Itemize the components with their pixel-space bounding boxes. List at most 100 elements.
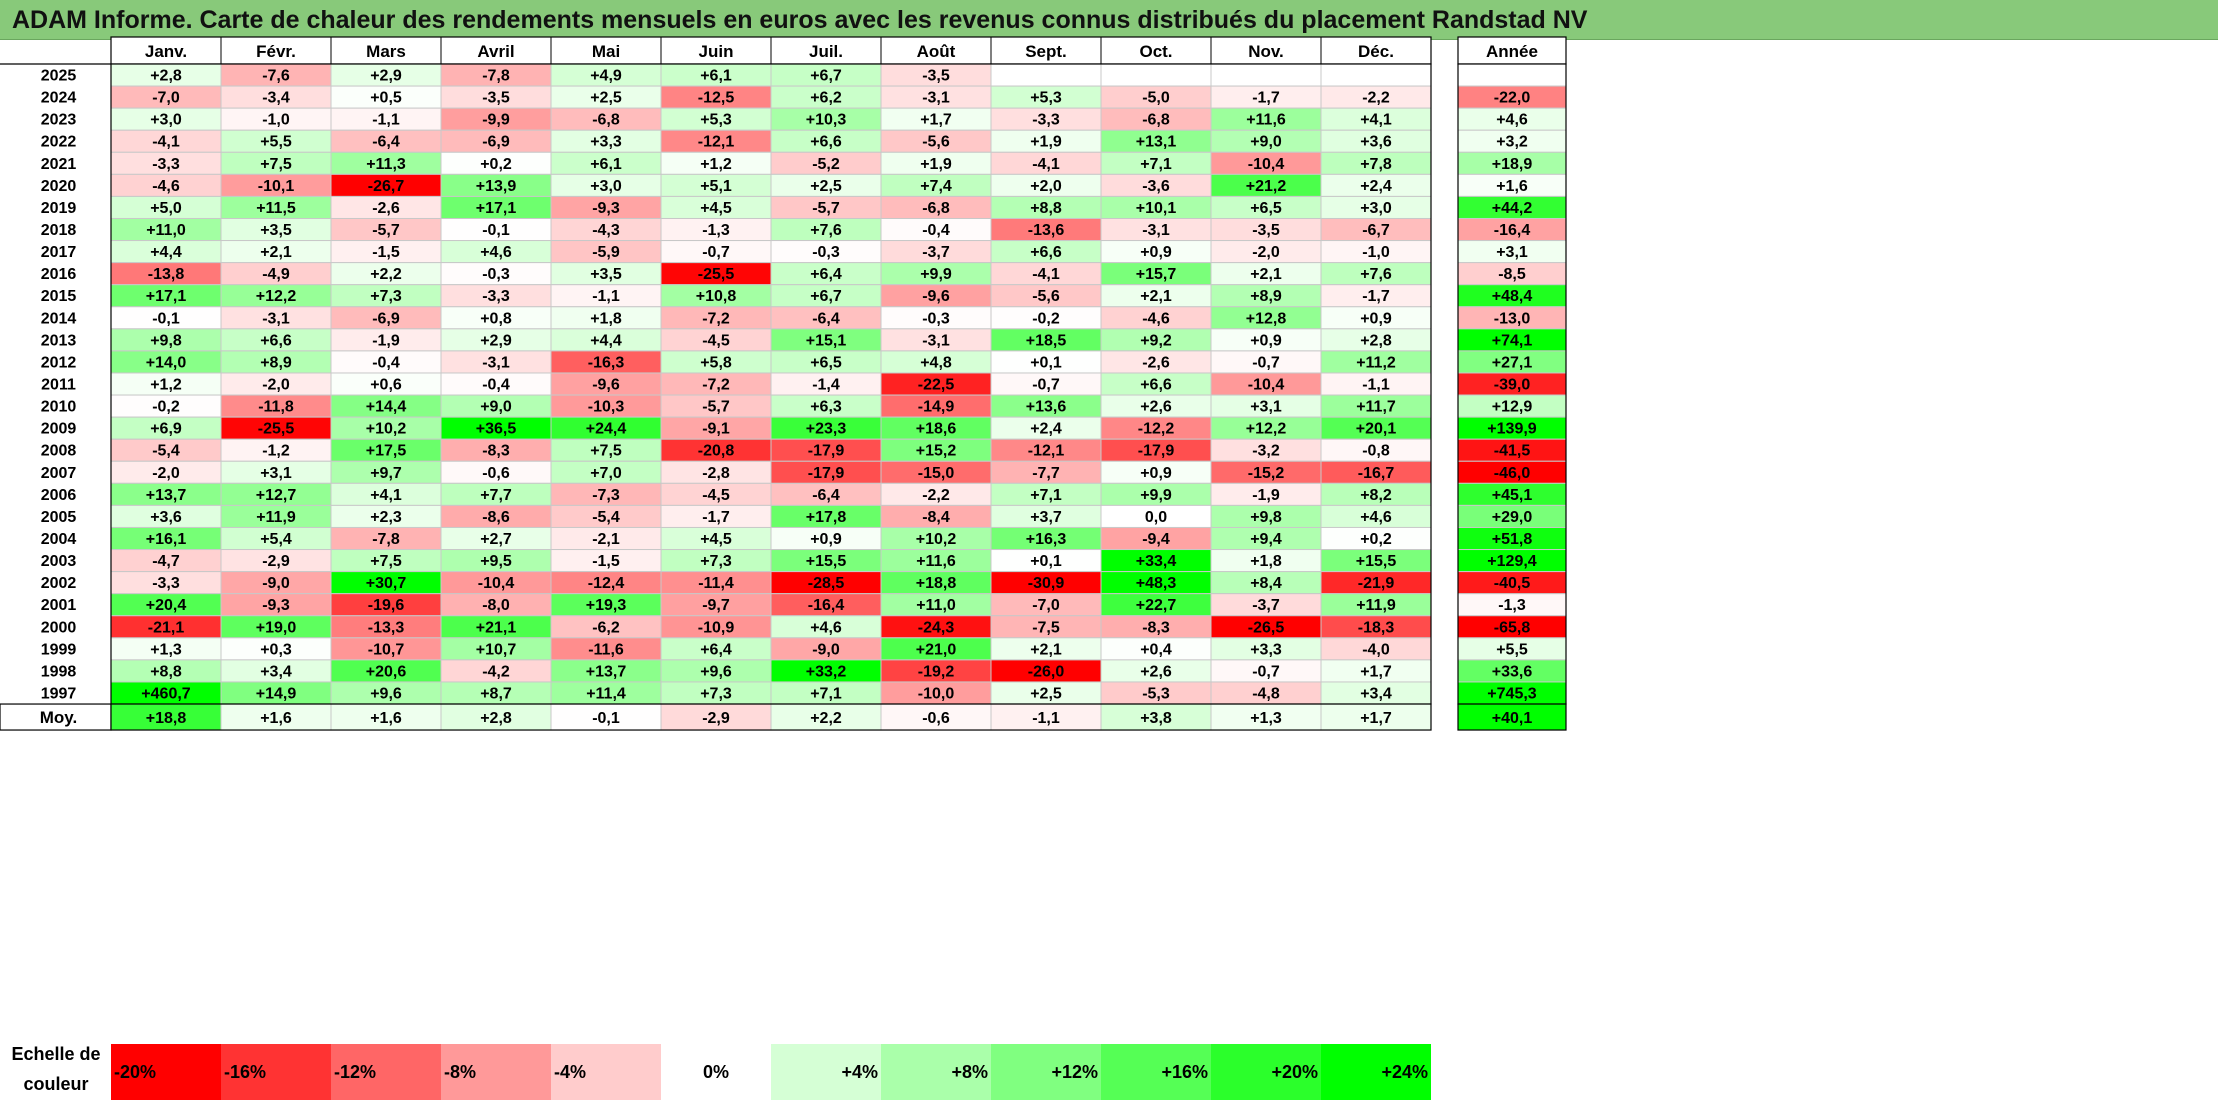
cell-value: -3,1 <box>1142 222 1170 239</box>
cell-value: +21,1 <box>476 619 517 636</box>
cell-value: -15,2 <box>1248 465 1285 482</box>
cell-value: -6,4 <box>812 487 840 504</box>
cell-value: -0,4 <box>482 376 510 393</box>
cell-value: -2,8 <box>702 465 730 482</box>
cell-value: -7,0 <box>152 90 180 107</box>
cell-value: -0,4 <box>922 222 950 239</box>
annual-value: +3,1 <box>1496 244 1528 261</box>
cell-value: +3,6 <box>150 509 182 526</box>
cell-value: +0,1 <box>1030 354 1062 371</box>
annual-value: -8,5 <box>1498 266 1526 283</box>
cell-value: +21,2 <box>1246 178 1287 195</box>
cell-value: -0,1 <box>152 310 180 327</box>
cell-value: -16,4 <box>808 597 845 614</box>
annual-value: +3,2 <box>1496 134 1528 151</box>
cell-value: -5,2 <box>812 156 840 173</box>
cell-value: +10,7 <box>476 641 517 658</box>
heat-cell <box>1320 63 1432 87</box>
cell-value: +5,8 <box>700 354 732 371</box>
cell-value: +7,5 <box>260 156 292 173</box>
cell-value: -10,3 <box>588 399 625 416</box>
year-label: 2006 <box>41 487 77 504</box>
cell-value: -8,4 <box>922 509 950 526</box>
cell-value: -3,2 <box>1252 443 1280 460</box>
annual-value: +51,8 <box>1492 531 1533 548</box>
scale-swatch <box>1101 1044 1211 1100</box>
cell-value: -8,3 <box>482 443 510 460</box>
cell-value: -3,3 <box>152 156 180 173</box>
cell-value: +0,4 <box>1140 641 1172 658</box>
annual-value: +33,6 <box>1492 663 1533 680</box>
cell-value: -0,1 <box>482 222 510 239</box>
cell-value: +1,9 <box>1030 134 1062 151</box>
cell-value: -9,3 <box>592 200 620 217</box>
average-value: +2,2 <box>810 710 842 727</box>
cell-value: -2,0 <box>262 376 290 393</box>
cell-value: +21,0 <box>916 641 957 658</box>
cell-value: +0,9 <box>1140 465 1172 482</box>
cell-value: +7,5 <box>370 553 402 570</box>
cell-value: -7,2 <box>702 310 730 327</box>
cell-value: -10,4 <box>478 575 515 592</box>
cell-value: +0,9 <box>1140 244 1172 261</box>
chart-title: ADAM Informe. Carte de chaleur des rende… <box>12 6 1588 34</box>
cell-value: +12,2 <box>256 288 297 305</box>
average-value: -1,1 <box>1032 710 1060 727</box>
cell-value: -1,1 <box>1362 376 1390 393</box>
cell-value: -4,1 <box>152 134 180 151</box>
annual-value: -41,5 <box>1494 443 1531 460</box>
cell-value: +1,8 <box>590 310 622 327</box>
scale-swatch <box>551 1044 661 1100</box>
cell-value: +23,3 <box>806 421 847 438</box>
cell-value: +9,6 <box>370 685 402 702</box>
cell-value: +14,0 <box>146 354 187 371</box>
cell-value: -5,6 <box>1032 288 1060 305</box>
average-value: +18,8 <box>146 710 187 727</box>
cell-value: +3,5 <box>260 222 292 239</box>
cell-value: +13,7 <box>586 663 627 680</box>
cell-value: +0,8 <box>480 310 512 327</box>
cell-value: -12,1 <box>698 134 735 151</box>
cell-value: -7,7 <box>1032 465 1060 482</box>
cell-value: -3,3 <box>482 288 510 305</box>
average-value: +3,8 <box>1140 710 1172 727</box>
scale-label-line1: Echelle de <box>11 1044 100 1064</box>
cell-value: -1,9 <box>1252 487 1280 504</box>
cell-value: -2,0 <box>152 465 180 482</box>
cell-value: +1,8 <box>1250 553 1282 570</box>
scale-label: -20% <box>114 1062 156 1082</box>
cell-value: +14,4 <box>366 399 407 416</box>
cell-value: -1,7 <box>1252 90 1280 107</box>
annual-value: +745,3 <box>1487 685 1536 702</box>
cell-value: +17,1 <box>146 288 187 305</box>
cell-value: -28,5 <box>808 575 845 592</box>
cell-value: -14,9 <box>918 399 955 416</box>
cell-value: +3,0 <box>590 178 622 195</box>
cell-value: -16,3 <box>588 354 625 371</box>
cell-value: +13,6 <box>1026 399 1067 416</box>
cell-value: -4,5 <box>702 487 730 504</box>
scale-swatch <box>881 1044 991 1100</box>
cell-value: -13,3 <box>368 619 405 636</box>
average-cell <box>1320 703 1432 731</box>
cell-value: -4,0 <box>1362 641 1390 658</box>
cell-value: -9,0 <box>262 575 290 592</box>
average-value: +1,6 <box>260 710 292 727</box>
year-label: 2017 <box>41 244 77 261</box>
cell-value: +3,4 <box>1360 685 1392 702</box>
cell-value: +48,3 <box>1136 575 1177 592</box>
cell-value: +15,5 <box>806 553 847 570</box>
cell-value: +8,8 <box>150 663 182 680</box>
cell-value: +11,4 <box>586 685 626 702</box>
cell-value: -4,8 <box>1252 685 1280 702</box>
cell-value: +2,4 <box>1360 178 1392 195</box>
cell-value: -0,7 <box>702 244 730 261</box>
average-value: +1,3 <box>1250 710 1282 727</box>
month-header: Juin <box>699 42 734 61</box>
cell-value: +8,2 <box>1360 487 1392 504</box>
year-label: 2018 <box>41 222 77 239</box>
cell-value: +4,5 <box>700 200 732 217</box>
cell-value: +7,3 <box>700 553 732 570</box>
cell-value: +30,7 <box>366 575 407 592</box>
cell-value: +13,1 <box>1136 134 1177 151</box>
